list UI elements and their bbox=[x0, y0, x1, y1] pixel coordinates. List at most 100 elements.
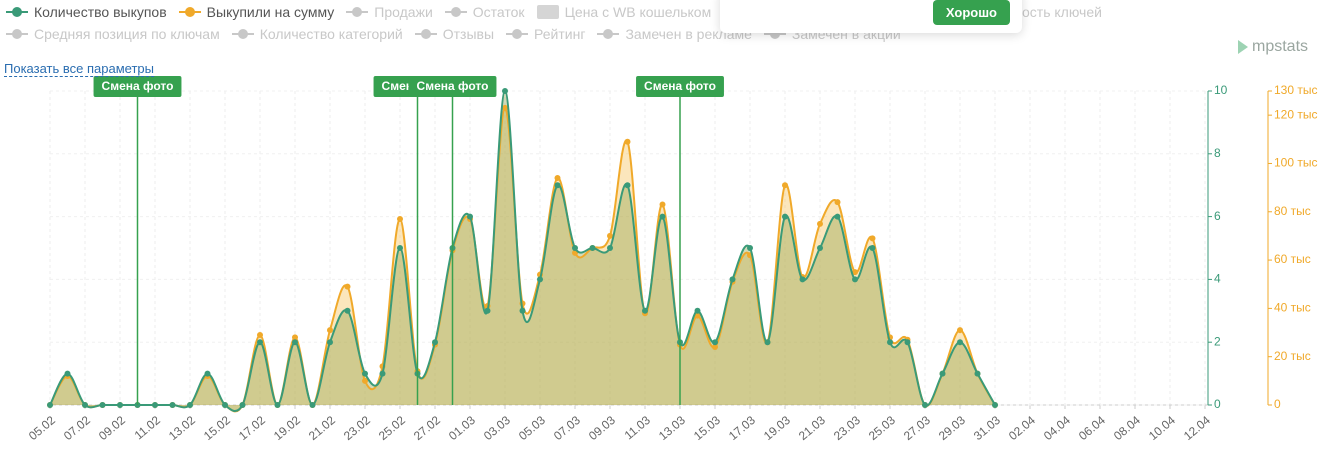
x-tick-label: 06.04 bbox=[1076, 413, 1108, 443]
data-point bbox=[939, 370, 946, 377]
annotation: Смена фото bbox=[408, 76, 497, 97]
x-tick-label: 23.03 bbox=[831, 413, 863, 443]
legend-item[interactable]: ость ключей bbox=[1022, 4, 1102, 20]
legend-item[interactable]: Продажи bbox=[346, 4, 433, 20]
x-tick-label: 08.04 bbox=[1111, 413, 1143, 443]
x-tick-label: 10.04 bbox=[1146, 413, 1178, 443]
annotation: Смена фото bbox=[93, 76, 182, 97]
data-point bbox=[204, 370, 211, 377]
data-point bbox=[274, 402, 281, 408]
legend-icon bbox=[346, 7, 369, 17]
data-point bbox=[694, 307, 701, 314]
data-point bbox=[397, 245, 403, 251]
x-tick-label: 13.02 bbox=[166, 413, 198, 443]
data-point bbox=[519, 307, 526, 314]
legend-item[interactable]: Количество выкупов bbox=[6, 4, 167, 20]
x-tick-label: 07.02 bbox=[61, 413, 93, 443]
legend-item[interactable]: Количество категорий bbox=[231, 26, 403, 42]
data-point bbox=[992, 402, 998, 408]
legend-item[interactable]: Рейтинг bbox=[506, 26, 585, 42]
data-point bbox=[397, 216, 403, 223]
annotation-box bbox=[408, 76, 497, 97]
data-point bbox=[344, 307, 351, 314]
legend-icon bbox=[763, 29, 786, 39]
data-point bbox=[222, 402, 228, 408]
y2-tick-label: 80 тыс bbox=[1274, 204, 1311, 218]
legend-label: Рейтинг bbox=[534, 26, 586, 42]
legend-icon bbox=[178, 7, 201, 17]
annotation-label: Смена фото bbox=[417, 79, 489, 93]
popup: Хорошо bbox=[720, 0, 1022, 33]
x-tick-label: 02.04 bbox=[1006, 413, 1038, 443]
data-point bbox=[852, 276, 858, 283]
data-point bbox=[869, 235, 876, 242]
data-point bbox=[169, 402, 176, 408]
legend-item[interactable]: Средняя позиция по ключам bbox=[6, 26, 220, 42]
y2-tick-label: 100 тыс bbox=[1274, 156, 1317, 170]
data-point bbox=[852, 269, 858, 276]
data-point bbox=[344, 283, 351, 290]
x-tick-label: 04.04 bbox=[1041, 413, 1073, 443]
x-tick-label: 01.03 bbox=[446, 413, 478, 443]
x-tick-label: 11.03 bbox=[622, 413, 654, 443]
y-tick-label: 2 bbox=[1214, 334, 1221, 348]
x-tick-label: 11.02 bbox=[132, 413, 164, 443]
x-tick-label: 21.03 bbox=[796, 413, 828, 443]
legend-item[interactable]: Выкупили на сумму bbox=[178, 4, 335, 20]
annotation: Смена фото bbox=[636, 76, 724, 97]
data-point bbox=[817, 245, 823, 251]
legend-label: Выкупили на сумму bbox=[206, 4, 335, 20]
x-tick-label: 15.02 bbox=[201, 413, 233, 443]
x-tick-label: 07.03 bbox=[551, 413, 583, 443]
legend-item[interactable]: Остаток bbox=[444, 4, 525, 20]
annotation-box bbox=[636, 76, 724, 97]
y2-tick-label: 40 тыс bbox=[1274, 301, 1311, 315]
data-point bbox=[607, 232, 613, 239]
x-tick-label: 12.04 bbox=[1181, 413, 1213, 443]
data-point bbox=[712, 344, 718, 351]
x-tick-label: 23.02 bbox=[341, 413, 373, 443]
y2-tick-label: 0 bbox=[1274, 397, 1281, 411]
x-tick-label: 15.03 bbox=[691, 413, 723, 443]
data-point bbox=[782, 213, 788, 220]
x-tick-label: 21.02 bbox=[306, 413, 338, 443]
show-all-link[interactable]: Показать все параметры bbox=[4, 61, 154, 77]
x-tick-label: 25.02 bbox=[376, 413, 408, 443]
data-point bbox=[257, 339, 263, 346]
x-tick-label: 29.03 bbox=[936, 413, 968, 443]
legend-label: Количество категорий bbox=[259, 26, 403, 42]
data-point bbox=[187, 402, 193, 408]
legend-item[interactable]: Цена с WB кошельком bbox=[536, 4, 711, 20]
legend-icon bbox=[536, 5, 559, 19]
data-point bbox=[729, 276, 736, 283]
y2-tick-label: 120 тыс bbox=[1274, 107, 1317, 121]
data-point bbox=[712, 339, 718, 346]
legend-icon bbox=[506, 29, 529, 39]
data-point bbox=[554, 174, 561, 181]
data-point bbox=[292, 334, 298, 341]
data-point bbox=[484, 307, 491, 314]
y-tick-label: 8 bbox=[1214, 146, 1221, 160]
area bbox=[50, 107, 995, 412]
brand-icon bbox=[1238, 40, 1248, 54]
ok-button[interactable]: Хорошо bbox=[932, 0, 1010, 25]
y-tick-label: 4 bbox=[1214, 272, 1221, 286]
legend-icon bbox=[6, 29, 28, 39]
y2-tick-label: 130 тыс bbox=[1274, 83, 1317, 97]
legend-item[interactable]: Отзывы bbox=[414, 26, 494, 42]
data-point bbox=[957, 327, 963, 334]
data-point bbox=[152, 402, 158, 408]
x-tick-label: 19.02 bbox=[271, 413, 303, 443]
x-tick-label: 05.03 bbox=[516, 413, 548, 443]
x-tick-label: 27.03 bbox=[901, 413, 933, 443]
data-point bbox=[309, 402, 316, 408]
x-tick-label: 31.03 bbox=[971, 413, 1003, 443]
data-point bbox=[659, 201, 666, 208]
data-point bbox=[502, 104, 508, 111]
x-tick-label: 05.02 bbox=[26, 413, 58, 443]
data-point bbox=[904, 339, 911, 346]
annotation-label: Смена фото bbox=[102, 79, 174, 93]
data-point bbox=[887, 339, 893, 346]
data-point bbox=[764, 339, 771, 346]
